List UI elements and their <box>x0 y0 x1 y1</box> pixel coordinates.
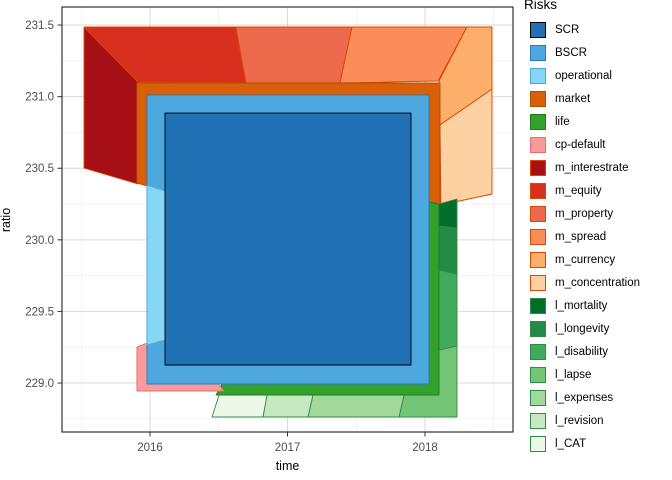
legend-title: Risks <box>524 0 557 12</box>
legend-label: m_currency <box>555 253 616 266</box>
legend-swatch-m_interestrate <box>530 159 546 176</box>
polygon-operational <box>146 184 166 346</box>
y-tick-label: 231.5 <box>25 20 54 32</box>
legend-label: l_mortality <box>555 299 608 312</box>
legend-swatch-market <box>530 90 546 107</box>
legend-swatch-BSCR <box>530 44 546 61</box>
legend-label: life <box>555 115 570 128</box>
y-tick-label: 231.0 <box>25 92 54 104</box>
legend-item-m_property: m_property <box>521 202 672 225</box>
legend-label: m_property <box>555 207 614 220</box>
y-tick-label: 230.5 <box>25 163 54 175</box>
legend-item-m_interestrate: m_interestrate <box>521 156 672 179</box>
legend-item-l_longevity: l_longevity <box>521 317 672 340</box>
y-tick-label: 229.0 <box>25 378 54 390</box>
polygon-l_longevity <box>438 225 458 275</box>
legend-label: operational <box>555 69 612 82</box>
legend-item-SCR: SCR <box>521 18 672 41</box>
legend-label: m_concentration <box>555 276 641 289</box>
legend-swatch-m_property <box>530 205 546 222</box>
legend-swatch-cp-default <box>530 136 546 153</box>
legend-label: l_expenses <box>555 391 614 404</box>
legend: Risks SCR BSCR operational market life cp-def… <box>521 0 672 455</box>
legend-item-l_CAT: l_CAT <box>521 432 672 455</box>
legend-item-m_equity: m_equity <box>521 179 672 202</box>
polygon-l_CAT <box>211 394 268 418</box>
legend-label: l_longevity <box>555 322 610 335</box>
polygon-l_disability <box>438 269 458 351</box>
polygon-SCR <box>164 112 412 366</box>
legend-label: cp-default <box>555 138 606 151</box>
legend-swatch-m_currency <box>530 251 546 268</box>
legend-item-l_disability: l_disability <box>521 340 672 363</box>
legend-swatch-l_disability <box>530 343 546 360</box>
y-axis-title: ratio <box>0 207 13 233</box>
legend-item-m_currency: m_currency <box>521 248 672 271</box>
x-tick-label: 2017 <box>275 442 301 454</box>
legend-swatch-l_longevity <box>530 320 546 337</box>
legend-label: l_CAT <box>555 437 587 450</box>
legend-item-m_spread: m_spread <box>521 225 672 248</box>
legend-label: m_spread <box>555 230 607 243</box>
legend-swatch-l_mortality <box>530 297 546 314</box>
legend-item-market: market <box>521 87 672 110</box>
legend-swatch-m_concentration <box>530 274 546 291</box>
legend-item-cp-default: cp-default <box>521 133 672 156</box>
legend-item-l_expenses: l_expenses <box>521 386 672 409</box>
legend-item-l_mortality: l_mortality <box>521 294 672 317</box>
legend-swatch-life <box>530 113 546 130</box>
legend-label: l_revision <box>555 414 604 427</box>
legend-item-m_concentration: m_concentration <box>521 271 672 294</box>
legend-label: m_equity <box>555 184 602 197</box>
polygon-l_mortality <box>438 198 458 229</box>
x-axis-title: time <box>275 459 300 473</box>
polygon-l_expenses <box>307 394 405 418</box>
legend-item-l_revision: l_revision <box>521 409 672 432</box>
legend-item-life: life <box>521 110 672 133</box>
x-tick-label: 2016 <box>137 442 163 454</box>
y-tick-label: 230.0 <box>25 235 54 247</box>
legend-label: l_disability <box>555 345 609 358</box>
legend-items: SCR BSCR operational market life cp-default m_… <box>521 18 672 455</box>
legend-swatch-l_lapse <box>530 366 546 383</box>
legend-swatch-m_equity <box>530 182 546 199</box>
legend-label: SCR <box>555 23 580 36</box>
x-tick-label: 2018 <box>412 442 438 454</box>
legend-label: m_interestrate <box>555 161 629 174</box>
legend-swatch-l_revision <box>530 412 546 429</box>
legend-label: BSCR <box>555 46 587 59</box>
legend-item-operational: operational <box>521 64 672 87</box>
legend-label: market <box>555 92 591 105</box>
legend-label: l_lapse <box>555 368 592 381</box>
polygon-l_revision <box>262 394 314 418</box>
y-tick-label: 229.5 <box>25 306 54 318</box>
legend-swatch-l_CAT <box>530 435 546 452</box>
legend-swatch-m_spread <box>530 228 546 245</box>
legend-item-BSCR: BSCR <box>521 41 672 64</box>
legend-swatch-SCR <box>530 21 546 38</box>
legend-swatch-operational <box>530 67 546 84</box>
legend-item-l_lapse: l_lapse <box>521 363 672 386</box>
legend-swatch-l_expenses <box>530 389 546 406</box>
polygon-m_spread <box>339 26 468 84</box>
polygon-m_property <box>235 26 353 84</box>
